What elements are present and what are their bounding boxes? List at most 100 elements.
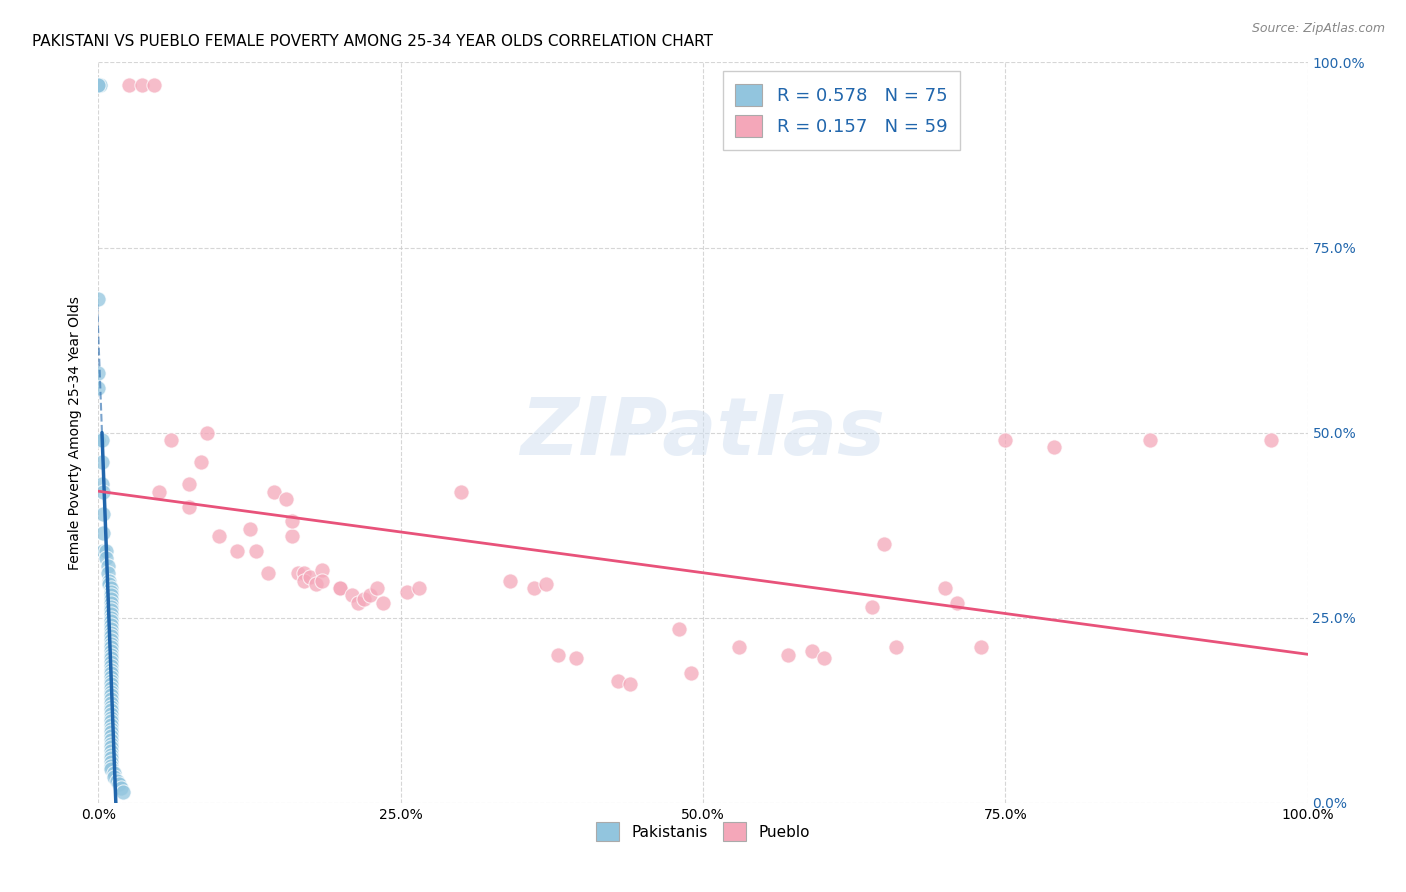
Point bbox=[100, 722, 122, 736]
Point bbox=[100, 725, 122, 739]
Point bbox=[342, 589, 364, 603]
Point bbox=[179, 500, 201, 514]
Point bbox=[97, 566, 120, 581]
Point bbox=[87, 367, 110, 381]
Point bbox=[607, 673, 630, 688]
Point bbox=[100, 670, 122, 684]
Point bbox=[274, 492, 297, 507]
Point bbox=[143, 78, 166, 92]
Point bbox=[523, 581, 546, 595]
Point bbox=[100, 677, 122, 691]
Point bbox=[100, 648, 122, 662]
Point bbox=[100, 714, 122, 729]
Point bbox=[100, 622, 122, 636]
Point bbox=[100, 706, 122, 721]
Point bbox=[100, 703, 122, 717]
Point bbox=[100, 655, 122, 669]
Point bbox=[873, 536, 896, 550]
Y-axis label: Female Poverty Among 25-34 Year Olds: Female Poverty Among 25-34 Year Olds bbox=[69, 295, 83, 570]
Point bbox=[239, 522, 262, 536]
Point bbox=[87, 433, 110, 447]
Point bbox=[408, 581, 430, 595]
Point bbox=[1139, 433, 1161, 447]
Point bbox=[226, 544, 249, 558]
Point bbox=[534, 577, 557, 591]
Point bbox=[108, 777, 131, 791]
Point bbox=[287, 566, 309, 581]
Point bbox=[105, 773, 128, 788]
Point bbox=[100, 640, 122, 655]
Point bbox=[776, 648, 799, 662]
Point bbox=[329, 581, 352, 595]
Point bbox=[100, 603, 122, 617]
Point bbox=[100, 740, 122, 755]
Point bbox=[1042, 441, 1064, 455]
Point bbox=[100, 711, 122, 725]
Point bbox=[208, 529, 231, 543]
Point bbox=[100, 751, 122, 765]
Text: Source: ZipAtlas.com: Source: ZipAtlas.com bbox=[1251, 22, 1385, 36]
Point bbox=[111, 785, 134, 799]
Point bbox=[87, 381, 110, 395]
Point bbox=[91, 484, 114, 499]
Point bbox=[100, 699, 122, 714]
Text: ZIPatlas: ZIPatlas bbox=[520, 393, 886, 472]
Point bbox=[547, 648, 569, 662]
Point bbox=[100, 696, 122, 710]
Point bbox=[728, 640, 751, 655]
Point bbox=[118, 78, 141, 92]
Point bbox=[100, 755, 122, 769]
Point bbox=[91, 433, 114, 447]
Point bbox=[360, 589, 382, 603]
Point bbox=[97, 558, 120, 573]
Point bbox=[190, 455, 212, 469]
Point bbox=[1260, 433, 1282, 447]
Point bbox=[366, 581, 388, 595]
Point bbox=[100, 651, 122, 665]
Point bbox=[292, 574, 315, 588]
Point bbox=[148, 484, 170, 499]
Point bbox=[256, 566, 278, 581]
Point bbox=[281, 515, 304, 529]
Point bbox=[100, 596, 122, 610]
Point bbox=[305, 577, 328, 591]
Point bbox=[668, 622, 690, 636]
Point bbox=[87, 78, 110, 92]
Point bbox=[100, 763, 122, 777]
Point bbox=[100, 663, 122, 677]
Point bbox=[100, 618, 122, 632]
Point bbox=[813, 651, 835, 665]
Point bbox=[100, 629, 122, 643]
Point bbox=[100, 737, 122, 751]
Point bbox=[450, 484, 472, 499]
Legend: Pakistanis, Pueblo: Pakistanis, Pueblo bbox=[591, 816, 815, 847]
Point bbox=[98, 577, 121, 591]
Point bbox=[498, 574, 520, 588]
Point bbox=[100, 581, 122, 595]
Point bbox=[179, 477, 201, 491]
Point bbox=[100, 744, 122, 758]
Point bbox=[87, 78, 110, 92]
Point bbox=[100, 666, 122, 681]
Point bbox=[311, 574, 333, 588]
Point bbox=[91, 477, 114, 491]
Point bbox=[100, 658, 122, 673]
Point bbox=[100, 610, 122, 624]
Point bbox=[100, 584, 122, 599]
Text: PAKISTANI VS PUEBLO FEMALE POVERTY AMONG 25-34 YEAR OLDS CORRELATION CHART: PAKISTANI VS PUEBLO FEMALE POVERTY AMONG… bbox=[32, 34, 713, 49]
Point bbox=[100, 681, 122, 695]
Point bbox=[100, 625, 122, 640]
Point bbox=[100, 589, 122, 603]
Point bbox=[329, 581, 352, 595]
Point bbox=[970, 640, 993, 655]
Point bbox=[946, 596, 969, 610]
Point bbox=[395, 584, 418, 599]
Point bbox=[195, 425, 218, 440]
Point bbox=[100, 732, 122, 747]
Point bbox=[103, 766, 125, 780]
Point bbox=[886, 640, 908, 655]
Point bbox=[100, 758, 122, 772]
Point bbox=[100, 637, 122, 651]
Point bbox=[98, 574, 121, 588]
Point bbox=[110, 780, 132, 795]
